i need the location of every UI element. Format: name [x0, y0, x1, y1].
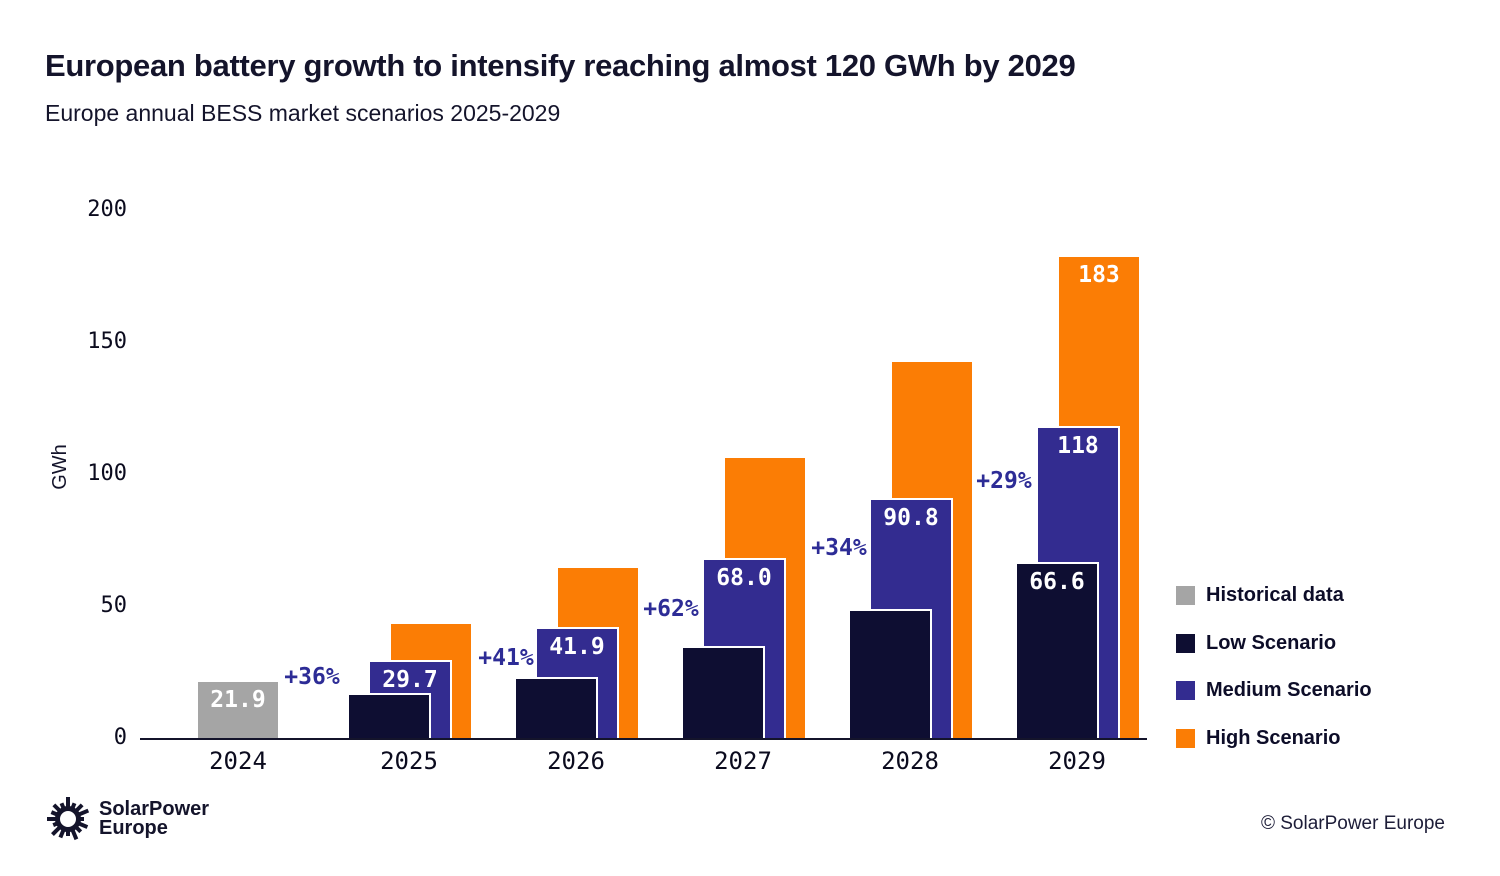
legend-label: Low Scenario: [1206, 631, 1337, 654]
bar-historical-data-2024: [196, 680, 280, 738]
growth-annotation: +62%: [643, 596, 699, 622]
x-tick-label: 2025: [380, 747, 438, 775]
growth-annotation: +29%: [976, 468, 1032, 494]
bar-value-label: 90.8: [883, 505, 939, 531]
bar-value-label: 29.7: [382, 667, 438, 693]
growth-annotation: +41%: [478, 645, 534, 671]
legend-label: Medium Scenario: [1206, 678, 1372, 701]
bar-low-scenario-2026: [514, 677, 598, 738]
logo-line2: Europe: [99, 817, 168, 839]
copyright-text: © SolarPower Europe: [1260, 813, 1445, 834]
legend-swatch: [1176, 585, 1195, 605]
sunburst-icon: [47, 797, 90, 841]
bar-low-scenario-2029: [1015, 562, 1099, 738]
bar-value-label: 66.6: [1029, 569, 1085, 595]
legend-item-medium-scenario: Medium Scenario: [1176, 679, 1372, 701]
bar-value-label: 118: [1057, 433, 1099, 459]
y-tick-label: 50: [100, 593, 128, 618]
bar-low-scenario-2027: [681, 646, 765, 738]
y-tick-label: 150: [87, 329, 127, 354]
logo-wordmark: SolarPower Europe: [99, 798, 210, 839]
y-tick-label: 100: [87, 461, 127, 486]
legend-swatch: [1176, 728, 1195, 748]
x-tick-label: 2028: [881, 747, 939, 775]
logo-line1: SolarPower: [99, 798, 210, 820]
chart-title: European battery growth to intensify rea…: [45, 48, 1076, 83]
bar-low-scenario-2028: [848, 609, 932, 738]
x-tick-label: 2029: [1048, 747, 1106, 775]
x-tick-label: 2024: [209, 747, 267, 775]
footer-logo: SolarPower Europe: [45, 796, 209, 842]
growth-annotation: +34%: [811, 535, 867, 561]
bar-value-label: 68.0: [716, 565, 772, 591]
chart-subtitle: Europe annual BESS market scenarios 2025…: [45, 100, 561, 126]
y-tick-label: 0: [113, 725, 127, 750]
legend-swatch: [1176, 680, 1195, 700]
legend-label: Historical data: [1206, 583, 1344, 606]
growth-annotation: +36%: [284, 664, 340, 690]
legend-item-high-scenario: High Scenario: [1176, 727, 1340, 749]
legend-item-low-scenario: Low Scenario: [1176, 632, 1336, 654]
x-tick-label: 2027: [714, 747, 772, 775]
bar-low-scenario-2025: [347, 693, 431, 738]
legend-swatch: [1176, 633, 1195, 653]
bar-value-label: 183: [1078, 262, 1120, 288]
y-tick-label: 200: [87, 197, 127, 222]
x-tick-label: 2026: [547, 747, 605, 775]
bar-value-label: 21.9: [210, 687, 266, 713]
x-axis-line: [140, 738, 1147, 740]
legend-label: High Scenario: [1206, 726, 1341, 749]
legend-item-historical-data: Historical data: [1176, 584, 1344, 606]
bar-value-label: 41.9: [549, 634, 605, 660]
